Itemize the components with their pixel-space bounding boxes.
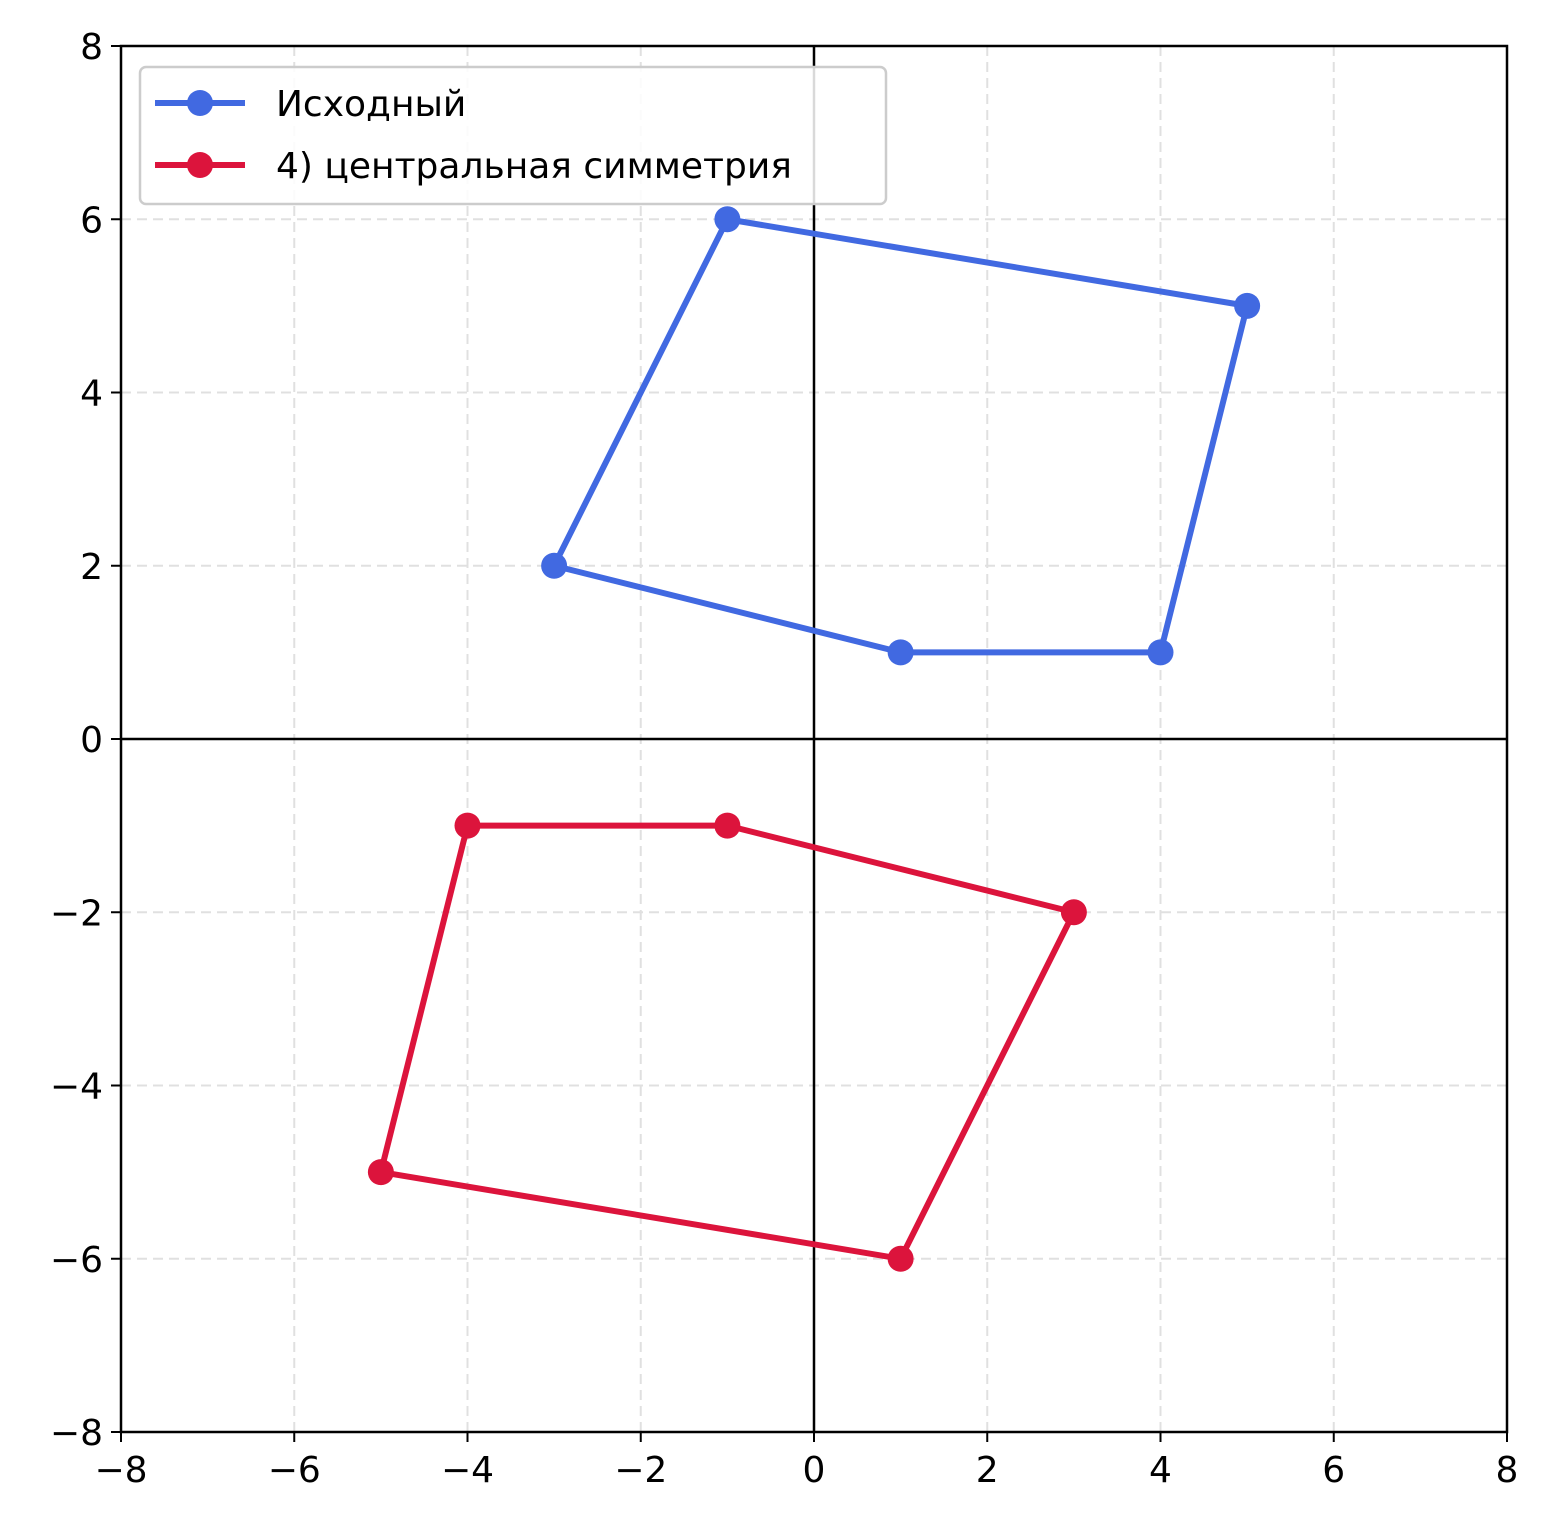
x-tick-label: −6 (268, 1450, 321, 1491)
legend-marker (187, 90, 213, 116)
legend-item: 4) центральная симметрия (155, 146, 792, 187)
y-tick-label: 0 (80, 720, 103, 761)
y-tick-label: 6 (80, 200, 103, 241)
x-tick-label: 6 (1322, 1450, 1345, 1491)
data-point (1147, 639, 1174, 666)
x-tick-label: −8 (94, 1450, 147, 1491)
data-point (541, 552, 568, 579)
data-point (887, 639, 914, 666)
series-layer (367, 206, 1261, 1272)
x-tick-label: 4 (1149, 1450, 1172, 1491)
legend-box (138, 65, 888, 206)
y-tick-label: 8 (80, 27, 103, 68)
data-point (367, 1159, 394, 1186)
legend-label: 4) центральная симметрия (276, 146, 792, 187)
origin-axes (121, 46, 1507, 1432)
series-1 (541, 206, 1261, 666)
x-tick-label: 2 (976, 1450, 999, 1491)
data-point (1234, 292, 1261, 319)
x-tick-label: 0 (803, 1450, 826, 1491)
legend: Исходный 4) центральная симметрия (138, 65, 888, 206)
y-tick-label: −2 (50, 893, 103, 934)
x-tick-label: −4 (441, 1450, 494, 1491)
legend-item: Исходный (155, 84, 466, 125)
data-point (887, 1245, 914, 1272)
data-point (1060, 899, 1087, 926)
legend-label: Исходный (276, 84, 466, 125)
y-tick-label: 4 (80, 374, 103, 415)
y-tick-label: −6 (50, 1240, 103, 1281)
y-tick-label: −8 (50, 1413, 103, 1454)
y-tick-label: −4 (50, 1067, 103, 1108)
series-2 (367, 812, 1087, 1272)
data-point (714, 206, 741, 233)
y-tick-label: 2 (80, 547, 103, 588)
series-line (377, 822, 1077, 1262)
legend-marker (187, 152, 213, 178)
x-tick-label: 8 (1496, 1450, 1519, 1491)
series-line (551, 216, 1251, 656)
x-tick-label: −2 (614, 1450, 667, 1491)
ticks: −8 −6 −4 −2 0 2 4 6 8 −8 −6 −4 −2 0 2 4 6 8 (50, 27, 1519, 1491)
data-point (454, 812, 481, 839)
data-point (714, 812, 741, 839)
